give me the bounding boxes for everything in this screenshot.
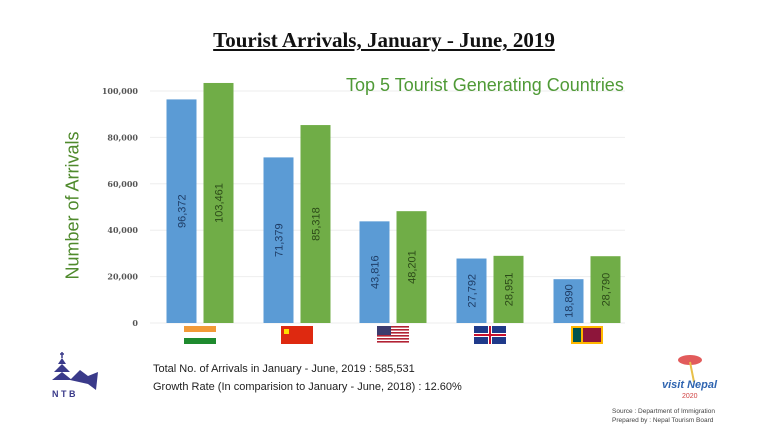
bar-value-label: 43,816 [370, 255, 382, 289]
y-tick-label: 80,000 [107, 132, 138, 142]
y-tick-label: 20,000 [107, 272, 138, 282]
chart-title: Tourist Arrivals, January - June, 2019 [213, 28, 555, 52]
bar-india-1 [166, 99, 197, 323]
bar-china-2 [300, 125, 331, 323]
y-tick-label: 100,000 [102, 86, 139, 96]
bar-uk-1 [456, 258, 487, 323]
china-flag-icon [281, 326, 313, 344]
bar-value-label: 48,201 [407, 250, 419, 284]
chart-subtitle: Top 5 Tourist Generating Countries [346, 75, 624, 95]
bar-sri-lanka-2 [590, 256, 621, 323]
sri-lanka-flag-icon [571, 326, 603, 344]
bar-india-2 [203, 82, 234, 323]
y-tick-label: 60,000 [107, 179, 138, 189]
bar-value-label: 27,792 [467, 274, 479, 308]
y-tick-label: 40,000 [107, 225, 138, 235]
bar-value-label: 103,461 [214, 183, 226, 223]
bar-value-label: 28,790 [601, 273, 613, 307]
ntb-logo: N T B [52, 352, 98, 399]
bar-china-1 [263, 157, 294, 323]
prepared-by-line: Prepared by : Nepal Tourism Board [612, 417, 714, 424]
bar-value-label: 18,890 [564, 284, 576, 318]
bar-sri-lanka-1 [553, 279, 584, 323]
svg-text:2020: 2020 [682, 393, 698, 400]
growth-rate: Growth Rate (In comparision to January -… [153, 381, 462, 393]
total-arrivals: Total No. of Arrivals in January - June,… [153, 363, 415, 375]
bar-value-label: 71,379 [274, 223, 286, 257]
bar-value-label: 28,951 [504, 273, 516, 307]
bar-usa-2 [396, 211, 427, 323]
y-axis-label: Number of Arrivals [62, 131, 83, 280]
visit-nepal-logo: visit Nepal 2020 [662, 355, 718, 400]
summary: Total No. of Arrivals in January - June,… [153, 360, 462, 396]
y-tick-label: 0 [132, 318, 138, 328]
india-flag-icon [184, 326, 216, 344]
source-line: Source : Department of Immigration [612, 408, 715, 415]
bar-uk-2 [493, 255, 524, 323]
bar-usa-1 [359, 221, 390, 323]
svg-text:visit Nepal: visit Nepal [662, 379, 718, 391]
usa-flag-icon [377, 326, 409, 343]
bar-value-label: 85,318 [311, 207, 323, 241]
bar-value-label: 96,372 [177, 194, 189, 228]
source-note: Source : Department of Immigration Prepa… [612, 407, 715, 425]
svg-text:N T B: N T B [52, 389, 76, 399]
uk-flag-icon [474, 326, 506, 344]
